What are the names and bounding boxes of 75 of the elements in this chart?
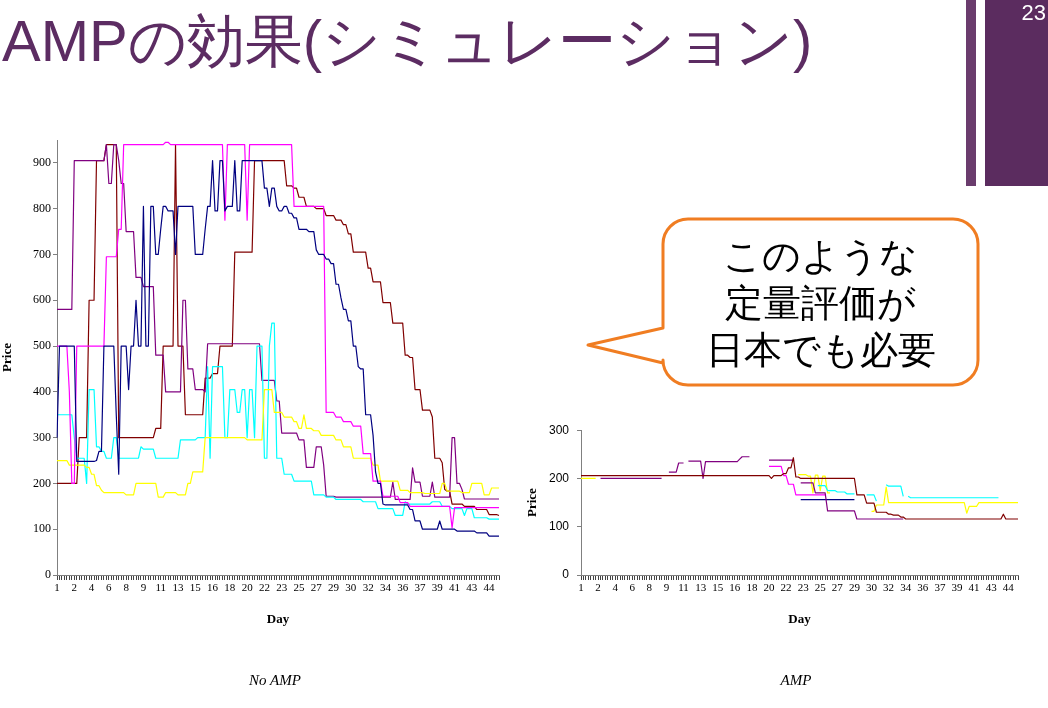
x-tick-label: 22 (780, 581, 792, 594)
y-tick-label: 900 (33, 155, 51, 170)
x-tick-label: 22 (258, 581, 270, 594)
x-tick-label: 18 (224, 581, 236, 594)
x-tick-label: 36 (397, 581, 409, 594)
x-tick-label: 43 (985, 581, 998, 594)
y-tick-label: 500 (33, 338, 51, 353)
x-tick-label: 4 (88, 581, 95, 594)
x-tick-label: 11 (678, 581, 689, 594)
x-tick-label: 18 (746, 581, 758, 594)
y-tick-label: 300 (33, 429, 51, 444)
y-axis-title: Price (0, 342, 15, 372)
x-tick-label: 27 (831, 581, 844, 594)
x-tick-label: 6 (629, 581, 636, 594)
x-tick-label: 41 (449, 581, 461, 594)
text: AMP (779, 671, 813, 689)
x-tick-label: 2 (595, 581, 601, 594)
x-axis-title: Day (788, 610, 812, 626)
y-tick-label: 800 (33, 200, 51, 215)
x-tick-label: 43 (466, 581, 478, 594)
x-tick-label: 32 (883, 581, 895, 594)
x-tick-label: 29 (848, 581, 861, 594)
y-axis-title: Price (524, 487, 540, 518)
x-tick-label: 41 (968, 581, 980, 594)
x-tick-label: 25 (814, 581, 827, 594)
x-tick-label: 27 (310, 581, 323, 594)
text: No AMP (248, 671, 302, 689)
x-tick-label: 6 (106, 581, 113, 594)
y-tick-label: 700 (33, 246, 51, 261)
x-tick-label: 8 (646, 581, 653, 594)
y-tick-label: 100 (548, 519, 570, 534)
y-tick-label: 0 (45, 567, 51, 582)
x-tick-label: 15 (189, 581, 202, 594)
y-tick-label: 100 (33, 521, 51, 536)
x-tick-label: 25 (293, 581, 305, 594)
text: このような定量評価が日本でも必要 (704, 234, 937, 373)
x-tick-label: 11 (155, 581, 167, 594)
x-tick-label: 34 (379, 581, 392, 594)
x-tick-label: 8 (123, 581, 130, 594)
chart-title: AMPの効果(シミュレーション) (2, 8, 813, 74)
y-tick-label: 200 (548, 470, 570, 485)
x-tick-label: 37 (934, 581, 946, 594)
x-tick-label: 9 (140, 581, 147, 594)
x-tick-label: 34 (900, 581, 912, 594)
x-tick-label: 13 (695, 581, 707, 594)
x-tick-label: 20 (763, 581, 775, 594)
x-tick-label: 36 (917, 581, 929, 594)
text: 23 (1020, 0, 1046, 26)
x-tick-label: 30 (866, 581, 878, 594)
x-tick-label: 4 (612, 581, 619, 594)
x-tick-label: 44 (483, 581, 496, 594)
x-tick-label: 39 (431, 581, 444, 594)
x-tick-label: 29 (328, 581, 340, 594)
x-axis-title: Day (266, 610, 290, 626)
x-tick-label: 16 (729, 581, 741, 594)
x-tick-label: 37 (414, 581, 426, 594)
x-tick-label: 13 (172, 581, 184, 594)
x-tick-label: 2 (71, 581, 78, 594)
x-tick-label: 1 (54, 581, 60, 594)
x-tick-label: 23 (276, 581, 288, 594)
x-tick-label: 15 (712, 581, 724, 594)
y-tick-label: 200 (33, 475, 51, 490)
y-tick-label: 400 (33, 384, 51, 398)
x-tick-label: 30 (345, 581, 357, 594)
x-tick-label: 32 (362, 581, 374, 594)
x-tick-label: 23 (797, 581, 810, 594)
x-tick-label: 20 (241, 581, 254, 594)
x-tick-label: 44 (1002, 581, 1015, 594)
y-tick-label: 0 (562, 567, 570, 582)
y-tick-label: 300 (548, 422, 570, 437)
x-tick-label: 1 (578, 581, 584, 594)
x-tick-label: 39 (951, 581, 963, 594)
x-tick-label: 9 (663, 581, 670, 594)
y-tick-label: 600 (33, 292, 51, 307)
x-tick-label: 16 (207, 581, 219, 594)
